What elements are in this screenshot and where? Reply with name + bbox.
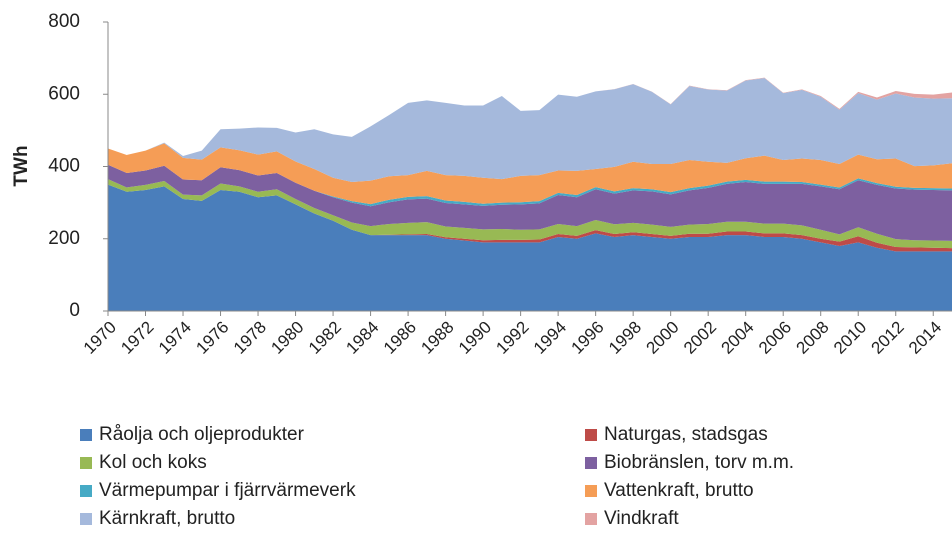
legend-swatch bbox=[80, 485, 92, 497]
x-tick-label: 1986 bbox=[380, 318, 420, 358]
x-tick-label: 1988 bbox=[417, 318, 457, 358]
x-tick-label: 2002 bbox=[680, 318, 720, 358]
y-tick-label: 0 bbox=[69, 300, 80, 321]
y-tick-label: 400 bbox=[48, 156, 80, 177]
x-tick-label: 1982 bbox=[305, 318, 345, 358]
x-tick-label: 1978 bbox=[230, 318, 270, 358]
legend-label: Vindkraft bbox=[604, 508, 679, 529]
legend-swatch bbox=[80, 429, 92, 441]
legend-swatch bbox=[80, 457, 92, 469]
legend-label: Vattenkraft, brutto bbox=[604, 480, 754, 501]
legend-label: Kärnkraft, brutto bbox=[99, 508, 235, 529]
legend-label: Kol och koks bbox=[99, 452, 207, 473]
x-tick-label: 2010 bbox=[830, 318, 870, 358]
x-tick-label: 1996 bbox=[567, 318, 607, 358]
y-tick-label: 200 bbox=[48, 228, 80, 249]
x-tick-label: 1970 bbox=[80, 318, 120, 358]
x-tick-label: 2000 bbox=[642, 318, 682, 358]
y-tick-label: 600 bbox=[48, 83, 80, 104]
legend-label: Värmepumpar i fjärrvärmeverk bbox=[99, 480, 356, 501]
x-tick-label: 1994 bbox=[530, 318, 570, 358]
legend-label: Naturgas, stadsgas bbox=[604, 424, 768, 445]
x-tick-label: 2006 bbox=[755, 318, 795, 358]
area bbox=[108, 179, 952, 249]
x-tick-label: 1990 bbox=[455, 318, 495, 358]
area bbox=[108, 184, 952, 311]
x-tick-label: 2014 bbox=[905, 318, 945, 358]
x-tick-label: 2012 bbox=[868, 318, 908, 358]
legend-swatch bbox=[80, 513, 92, 525]
x-tick-label: 1984 bbox=[342, 318, 382, 358]
area bbox=[108, 184, 952, 252]
y-tick-label: 800 bbox=[48, 11, 80, 32]
x-tick-label: 1974 bbox=[155, 318, 195, 358]
legend-swatch bbox=[585, 457, 597, 469]
x-tick-label: 1980 bbox=[267, 318, 307, 358]
legend-swatch bbox=[585, 513, 597, 525]
legend-label: Biobränslen, torv m.m. bbox=[604, 452, 794, 473]
legend-label: Råolja och oljeprodukter bbox=[99, 424, 305, 445]
x-tick-label: 1992 bbox=[492, 318, 532, 358]
x-tick-label: 1998 bbox=[605, 318, 645, 358]
area bbox=[108, 77, 952, 183]
area bbox=[108, 143, 952, 205]
x-tick-label: 1972 bbox=[117, 318, 157, 358]
legend-swatch bbox=[585, 429, 597, 441]
y-axis-label: TWh bbox=[11, 145, 32, 186]
x-tick-label: 2008 bbox=[793, 318, 833, 358]
legend-swatch bbox=[585, 485, 597, 497]
x-tick-label: 2004 bbox=[718, 318, 758, 358]
area bbox=[108, 164, 952, 241]
x-tick-label: 1976 bbox=[192, 318, 232, 358]
